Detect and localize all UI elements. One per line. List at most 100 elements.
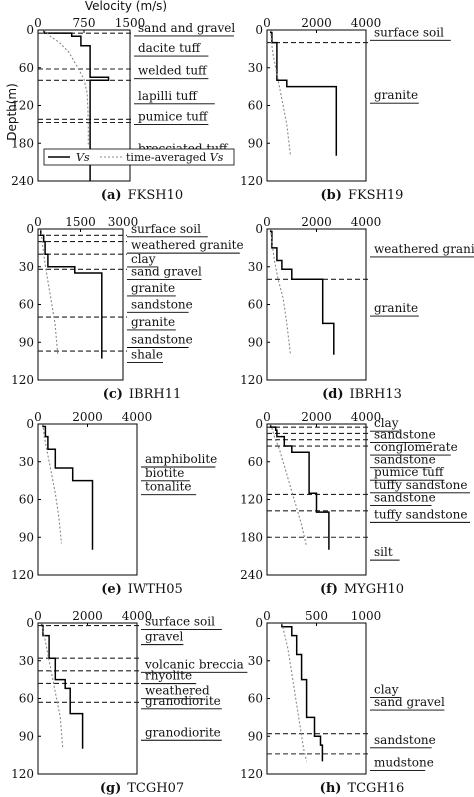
avg-vs-series — [281, 622, 308, 762]
layer-label: pumice tuff — [374, 465, 445, 479]
panel-tag: (b) — [321, 188, 342, 203]
layer-label: sandstone — [374, 427, 436, 441]
y-tick-label: 90 — [19, 729, 34, 743]
panel-d: 0 2000 4000 0 30 60 90 120 weathered granite gran… — [240, 215, 474, 402]
panel-caption: (g) TCGH07 — [100, 781, 184, 796]
panel-caption: (d) IBRH13 — [322, 387, 402, 402]
layer-label: surface soil — [131, 222, 201, 236]
layer-label: sandstone — [374, 490, 436, 504]
y-tick-label: 0 — [26, 23, 34, 37]
x-tick-label: 3000 — [108, 215, 139, 229]
panel-title: TCGH07 — [127, 781, 184, 796]
vs-series — [269, 229, 335, 355]
y-tick-label: 120 — [240, 373, 263, 387]
panel-a: 0 750 1500 0 60 120 180 240 sand and gravel dacit… — [11, 16, 235, 203]
avg-vs-series — [270, 423, 308, 547]
layer-label: sandstone — [131, 297, 193, 311]
x-tick-label: 0 — [263, 410, 271, 424]
layer-label: volcanic breccia — [144, 657, 244, 671]
y-tick-label: 60 — [19, 493, 34, 507]
y-tick-label: 60 — [19, 298, 34, 312]
layer-label: amphibolite — [145, 452, 217, 466]
avg-vs-series — [40, 228, 59, 355]
y-tick-label: 30 — [248, 260, 263, 274]
y-tick-label: 0 — [26, 222, 34, 236]
layer-label: sandstone — [374, 453, 436, 467]
panel-tag: (g) — [100, 781, 121, 796]
x-tick-label: 0 — [34, 410, 42, 424]
panel-b: 0 2000 4000 0 30 60 90 120 surface soil granite (b… — [240, 16, 451, 203]
layer-label: sand gravel — [374, 695, 445, 709]
y-tick-label: 60 — [19, 61, 34, 75]
vs-series — [269, 30, 338, 156]
layer-label: granite — [374, 301, 418, 315]
panel-f: 0 2000 4000060120180240claysandstoneconglo… — [240, 410, 470, 597]
y-tick-label: 30 — [248, 654, 263, 668]
layer-label: granite — [131, 281, 175, 295]
panel-caption: (f) MYGH10 — [320, 582, 404, 597]
vs-series — [281, 623, 324, 762]
y-tick-label: 90 — [19, 530, 34, 544]
x-tick-label: 2000 — [72, 609, 103, 623]
x-tick-label: 0 — [263, 16, 271, 30]
y-tick-label: 30 — [248, 61, 263, 75]
panel-tag: (f) — [320, 582, 338, 597]
avg-vs-series — [270, 29, 292, 156]
legend-vs-label: Vs — [76, 151, 90, 164]
y-tick-label: 90 — [248, 729, 263, 743]
y-tick-label: 120 — [11, 373, 34, 387]
panel-tag: (h) — [320, 781, 342, 796]
plot-frame — [266, 622, 367, 775]
layer-label: surface soil — [374, 25, 444, 39]
panel-title: TCGH16 — [347, 781, 404, 796]
layer-label: granodiorite — [145, 694, 221, 708]
legend: Vs time-averaged Vs — [43, 148, 235, 166]
x-tick-label: 0 — [34, 609, 42, 623]
x-tick-label: 2000 — [301, 16, 332, 30]
layer-label: shale — [131, 348, 163, 362]
layer-label: clay — [374, 416, 399, 430]
y-tick-label: 0 — [255, 417, 263, 431]
x-tick-label: 0 — [34, 215, 42, 229]
layer-label: granodiorite — [145, 725, 221, 739]
y-tick-label: 90 — [248, 335, 263, 349]
depth-axis-label: Depth(m) — [5, 83, 19, 141]
y-tick-label: 90 — [248, 136, 263, 150]
y-tick-label: 0 — [255, 616, 263, 630]
layer-label: granite — [131, 315, 175, 329]
legend-avg-label: time-averaged Vs — [126, 151, 224, 164]
layer-label: lapilli tuff — [138, 89, 198, 103]
panel-caption: (b) FKSH19 — [321, 188, 404, 203]
layer-label: sandstone — [131, 333, 193, 347]
y-tick-label: 0 — [255, 23, 263, 37]
layer-label: tonalite — [145, 480, 192, 494]
layer-label: welded tuff — [138, 64, 208, 78]
panel-e: 0 2000 4000 0 30 60 90 120 amphibolitebiotiteton… — [11, 410, 217, 597]
vs-series — [42, 424, 94, 550]
y-tick-label: 0 — [26, 616, 34, 630]
panel-title: FKSH19 — [348, 188, 404, 203]
x-tick-label: 4000 — [351, 215, 382, 229]
layer-label: sand gravel — [131, 265, 202, 279]
x-tick-label: 1000 — [351, 609, 382, 623]
y-tick-label: 60 — [248, 99, 263, 113]
y-tick-label: 60 — [248, 455, 263, 469]
x-tick-label: 2000 — [72, 410, 103, 424]
layer-label: biotite — [145, 466, 184, 480]
layer-label: dacite tuff — [138, 41, 202, 55]
layer-label: weathered granite — [131, 238, 244, 252]
y-tick-label: 120 — [240, 767, 263, 781]
plot-frame — [37, 622, 138, 775]
panel-title: MYGH10 — [344, 582, 404, 597]
avg-vs-series — [42, 423, 63, 544]
y-tick-label: 0 — [255, 222, 263, 236]
y-tick-label: 120 — [11, 568, 34, 582]
layer-label: mudstone — [374, 755, 434, 769]
plot-frame — [266, 228, 367, 381]
y-tick-label: 60 — [19, 692, 34, 706]
vs-series — [40, 623, 84, 749]
y-tick-label: 90 — [19, 335, 34, 349]
x-tick-label: 2000 — [301, 215, 332, 229]
panel-tag: (c) — [103, 387, 123, 402]
